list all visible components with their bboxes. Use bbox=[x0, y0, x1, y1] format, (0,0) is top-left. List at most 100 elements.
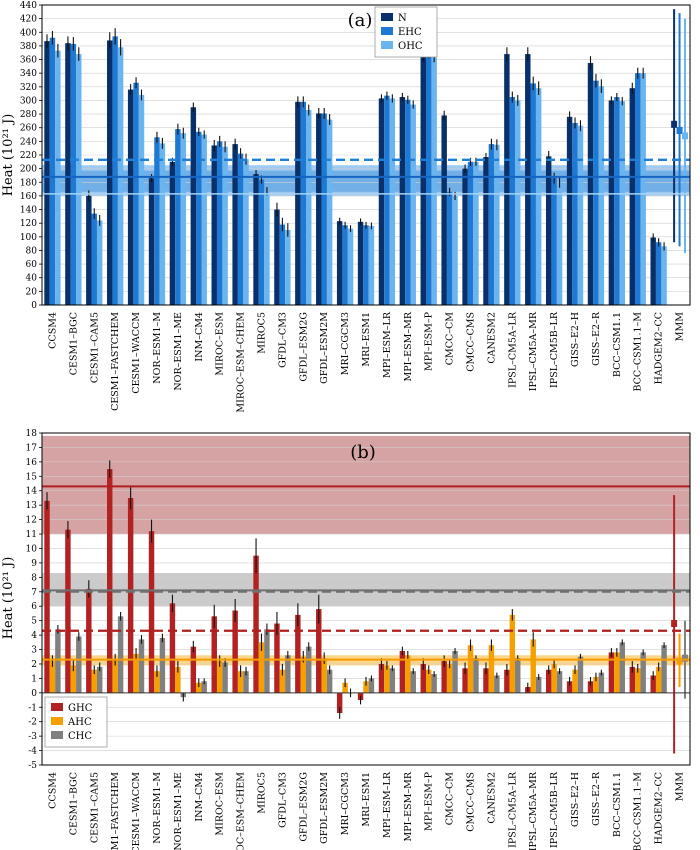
bar-n bbox=[504, 54, 510, 305]
bar-chc bbox=[76, 636, 82, 693]
y-tick-label: 200 bbox=[20, 165, 37, 175]
bar-ghc bbox=[483, 668, 489, 693]
mmm-marker-chc bbox=[681, 654, 688, 662]
legend-label-n: N bbox=[398, 13, 407, 24]
y-tick-label: 16 bbox=[26, 458, 38, 468]
category-label: MIROC5 bbox=[256, 312, 267, 354]
category-label: GFDL–CM3 bbox=[277, 312, 288, 368]
bar-n bbox=[44, 41, 50, 306]
y-tick-label: -2 bbox=[28, 718, 37, 728]
category-label: CESM1–WACCM bbox=[131, 312, 142, 394]
bar-chc bbox=[96, 666, 103, 693]
bar-ehc bbox=[446, 191, 453, 305]
bar-chc bbox=[306, 646, 312, 693]
bar-ohc bbox=[285, 230, 291, 305]
bar-ohc bbox=[640, 73, 646, 305]
y-tick-label: 160 bbox=[20, 192, 37, 202]
bar-ehc bbox=[467, 161, 474, 305]
bar-n bbox=[399, 97, 406, 305]
bar-ehc bbox=[384, 95, 390, 305]
bar-n bbox=[65, 43, 71, 305]
bar-ehc bbox=[614, 97, 620, 305]
y-tick-label: 320 bbox=[20, 83, 37, 93]
mmm-marker-ahc bbox=[676, 657, 683, 665]
bar-ghc bbox=[253, 555, 259, 693]
legend-label-ahc: AHC bbox=[67, 717, 92, 728]
category-label: MRI–CGCM3 bbox=[340, 772, 351, 835]
y-tick-label: 380 bbox=[20, 42, 37, 52]
y-tick-label: 20 bbox=[26, 287, 38, 297]
y-tick-label: -5 bbox=[28, 761, 37, 771]
plot-frame bbox=[41, 432, 691, 766]
legend-swatch-ahc bbox=[51, 717, 63, 725]
bar-ahc bbox=[405, 655, 411, 693]
mmm-marker-ehc bbox=[676, 126, 683, 134]
category-label: MPI–ESM–MR bbox=[403, 311, 414, 381]
bar-ahc bbox=[154, 671, 160, 693]
bar-ehc bbox=[49, 37, 56, 306]
bar-n bbox=[336, 221, 343, 305]
category-label: IPSL–CM5B–LR bbox=[549, 771, 560, 848]
bar-ghc bbox=[441, 661, 447, 693]
bar-ghc bbox=[399, 650, 406, 693]
y-tick-label: 15 bbox=[26, 472, 38, 482]
bar-ehc bbox=[572, 122, 578, 305]
bar-n bbox=[650, 237, 656, 305]
bar-ghc bbox=[86, 588, 92, 693]
y-tick-label: 420 bbox=[20, 15, 37, 25]
category-label: CESM1–CAM5 bbox=[89, 772, 100, 843]
bar-n bbox=[545, 156, 552, 305]
legend-label-chc: CHC bbox=[68, 731, 92, 742]
y-tick-label: 17 bbox=[26, 443, 38, 453]
bar-n bbox=[148, 178, 155, 305]
bar-ohc bbox=[431, 57, 437, 305]
y-tick-label: 440 bbox=[20, 1, 37, 11]
y-tick-label: -4 bbox=[28, 747, 37, 757]
mmm-marker-ghc bbox=[671, 620, 678, 628]
y-axis-label: Heat (10²¹ J) bbox=[1, 114, 16, 197]
y-tick-label: 4 bbox=[31, 631, 37, 641]
bar-ohc bbox=[368, 225, 375, 305]
bar-n bbox=[357, 221, 364, 305]
ghc-ref-band bbox=[42, 435, 690, 535]
bar-chc bbox=[515, 658, 521, 693]
bar-ohc bbox=[222, 146, 228, 305]
bar-n bbox=[629, 88, 636, 305]
bar-ohc bbox=[347, 228, 354, 305]
category-label: MPI–ESM–P bbox=[424, 771, 435, 831]
bar-ghc bbox=[420, 663, 426, 693]
category-label: NOR–ESM1–M bbox=[152, 312, 163, 384]
bar-ahc bbox=[363, 681, 369, 693]
bar-n bbox=[86, 195, 92, 305]
y-tick-label: 40 bbox=[26, 274, 38, 284]
category-label: CMCC–CM bbox=[445, 312, 456, 366]
bar-ghc bbox=[336, 692, 343, 714]
bar-chc bbox=[222, 662, 228, 693]
bar-ahc bbox=[551, 663, 557, 693]
bar-chc bbox=[264, 629, 270, 693]
y-tick-label: 0 bbox=[31, 301, 37, 311]
bar-n bbox=[253, 174, 259, 305]
bar-ghc bbox=[462, 668, 468, 693]
category-label: NOR–ESM1–M bbox=[152, 772, 163, 844]
legend-swatch-ghc bbox=[51, 703, 63, 711]
category-label: GISS–E2–H bbox=[570, 772, 581, 827]
bar-ahc bbox=[258, 642, 265, 693]
bar-chc bbox=[201, 681, 207, 693]
bar-ohc bbox=[96, 220, 103, 305]
panel-label: (b) bbox=[350, 442, 376, 463]
chart-panel-1: -5-4-3-2-10123456789101112131415161718CC… bbox=[1, 429, 691, 850]
category-label: MPI–ESM–LR bbox=[382, 311, 393, 378]
category-label: MRI–ESM1 bbox=[361, 772, 372, 827]
bar-ohc bbox=[138, 95, 145, 305]
category-label: MIROC–ESM–CHEM bbox=[236, 312, 247, 413]
legend-swatch-ohc bbox=[381, 41, 393, 49]
bar-ehc bbox=[91, 213, 97, 305]
bar-ehc bbox=[300, 101, 307, 306]
bar-ohc bbox=[180, 133, 187, 305]
bar-ohc bbox=[389, 98, 396, 305]
bar-ahc bbox=[112, 659, 118, 693]
category-label: MMM bbox=[675, 772, 686, 801]
category-label: CESM1–CAM5 bbox=[89, 312, 100, 383]
bar-ahc bbox=[216, 661, 223, 693]
